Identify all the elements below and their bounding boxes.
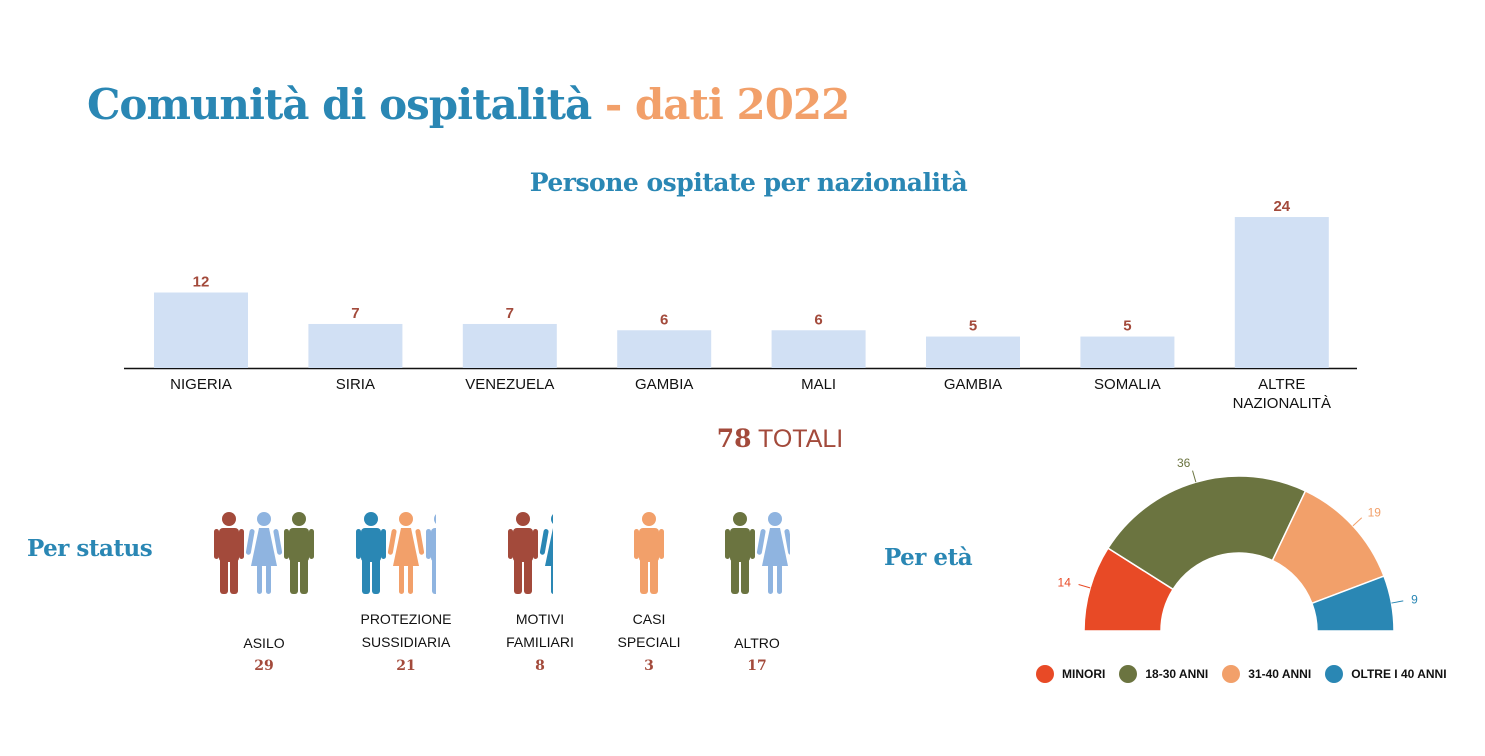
legend-label: MINORI <box>1062 667 1106 681</box>
bar <box>771 330 866 368</box>
male-person-icon <box>634 512 664 594</box>
status-name: ASILO <box>243 635 285 651</box>
status-name: PROTEZIONE SUSSIDIARIA <box>360 611 452 650</box>
bar <box>308 323 403 368</box>
donut-leader-line <box>1192 470 1197 483</box>
status-pictogram <box>634 512 664 594</box>
page-title: Comunità di ospitalità - dati 2022 <box>87 80 850 129</box>
title-separator: - <box>591 80 635 129</box>
donut-value-label: 9 <box>1411 592 1418 606</box>
male-person-icon <box>426 514 436 594</box>
bar <box>1080 336 1175 368</box>
donut-leader-line <box>1078 584 1091 589</box>
status-pictogram <box>507 512 553 594</box>
status-name: CASI SPECIALI <box>617 611 681 650</box>
status-value: 21 <box>396 658 416 674</box>
category-label: NAZIONALITÀ <box>1233 395 1331 412</box>
legend-item: OLTRE I 40 ANNI <box>1325 665 1447 683</box>
category-label: GAMBIA <box>944 376 1002 393</box>
bar <box>462 323 557 368</box>
total-number: 78 <box>716 424 752 453</box>
age-legend: MINORI 18-30 ANNI 31-40 ANNI OLTRE I 40 ANN… <box>1036 665 1447 683</box>
donut-value-label: 36 <box>1177 456 1191 470</box>
bar <box>154 292 248 368</box>
donut-leader-line <box>1352 517 1363 527</box>
bar <box>617 330 712 368</box>
category-label: MALI <box>801 376 836 393</box>
female-person-icon <box>756 512 790 594</box>
legend-label: 31-40 ANNI <box>1248 667 1312 681</box>
legend-item: MINORI <box>1036 665 1105 683</box>
legend-swatch <box>1119 665 1138 683</box>
male-person-icon <box>214 512 244 594</box>
male-person-icon <box>724 512 755 594</box>
total-count: 78 TOTALI <box>0 424 1485 454</box>
category-label: NIGERIA <box>170 376 232 393</box>
male-person-icon <box>507 512 538 594</box>
male-person-icon <box>356 512 386 594</box>
status-pictogram <box>214 512 314 594</box>
legend-item: 18-30 ANNI <box>1119 665 1208 683</box>
status-value: 17 <box>747 658 767 674</box>
male-person-icon <box>284 512 314 594</box>
donut-value-label: 14 <box>1058 575 1072 589</box>
status-value: 8 <box>535 658 545 674</box>
female-person-icon <box>245 512 283 594</box>
total-label: TOTALI <box>751 425 844 453</box>
bar-value-label: 6 <box>660 311 668 328</box>
category-label: SIRIA <box>336 376 375 393</box>
legend-swatch <box>1036 665 1054 683</box>
bar-value-label: 12 <box>193 274 210 291</box>
category-label: ALTRE <box>1258 376 1305 393</box>
bar <box>926 336 1020 368</box>
legend-swatch <box>1325 665 1344 683</box>
category-label: VENEZUELA <box>465 376 554 393</box>
status-name: MOTIVI FAMILIARI <box>506 611 574 650</box>
legend-item: 31-40 ANNI <box>1222 665 1311 683</box>
status-pictogram <box>724 512 790 594</box>
bar-chart-title: Persone ospitate per nazionalità <box>529 168 968 197</box>
bar-value-label: 6 <box>814 311 822 328</box>
nationality-bar-chart: 12 NIGERIA 7 SIRIA 7 VENEZUELA 6 GAMBIA 6 MALI 5 GA… <box>124 198 1357 412</box>
bar-value-label: 24 <box>1273 198 1290 215</box>
bar <box>1234 217 1329 368</box>
legend-label: OLTRE I 40 ANNI <box>1351 667 1447 681</box>
legend-swatch <box>1222 665 1241 683</box>
status-pictogram <box>356 512 436 594</box>
donut-slice <box>1083 547 1175 632</box>
bar-value-label: 5 <box>969 318 977 335</box>
title-part1: Comunità di ospitalità <box>87 80 592 129</box>
bar-value-label: 5 <box>1123 318 1131 335</box>
donut-slice <box>1271 489 1385 605</box>
status-name: ALTRO <box>734 635 780 651</box>
bar-value-label: 7 <box>506 305 514 322</box>
donut-slice <box>1106 475 1307 591</box>
donut-leader-line <box>1391 600 1404 604</box>
female-person-icon <box>539 514 553 594</box>
title-part2: dati 2022 <box>634 80 850 129</box>
category-label: GAMBIA <box>635 376 693 393</box>
donut-slice <box>1310 575 1395 632</box>
status-value: 3 <box>644 658 654 674</box>
female-person-icon <box>387 512 425 594</box>
donut-value-label: 19 <box>1368 505 1382 519</box>
category-label: SOMALIA <box>1094 376 1161 393</box>
bar-value-label: 7 <box>351 305 359 322</box>
status-section-title: Per status <box>27 535 153 562</box>
legend-label: 18-30 ANNI <box>1145 667 1209 681</box>
status-value: 29 <box>254 658 274 674</box>
age-section-title: Per età <box>884 544 973 571</box>
